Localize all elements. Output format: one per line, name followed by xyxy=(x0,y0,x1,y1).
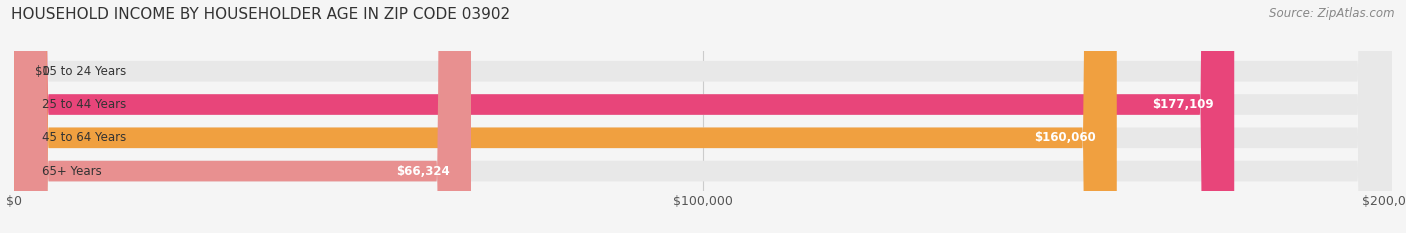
Text: 25 to 44 Years: 25 to 44 Years xyxy=(42,98,127,111)
FancyBboxPatch shape xyxy=(14,0,1392,233)
FancyBboxPatch shape xyxy=(14,0,1116,233)
Text: HOUSEHOLD INCOME BY HOUSEHOLDER AGE IN ZIP CODE 03902: HOUSEHOLD INCOME BY HOUSEHOLDER AGE IN Z… xyxy=(11,7,510,22)
Text: $66,324: $66,324 xyxy=(396,164,450,178)
Text: 45 to 64 Years: 45 to 64 Years xyxy=(42,131,127,144)
FancyBboxPatch shape xyxy=(14,0,1234,233)
FancyBboxPatch shape xyxy=(14,0,1392,233)
Text: $177,109: $177,109 xyxy=(1152,98,1213,111)
Text: Source: ZipAtlas.com: Source: ZipAtlas.com xyxy=(1270,7,1395,20)
Text: $0: $0 xyxy=(35,65,49,78)
FancyBboxPatch shape xyxy=(14,0,1392,233)
Text: $160,060: $160,060 xyxy=(1035,131,1097,144)
Text: 65+ Years: 65+ Years xyxy=(42,164,101,178)
FancyBboxPatch shape xyxy=(14,0,1392,233)
FancyBboxPatch shape xyxy=(14,0,471,233)
Text: 15 to 24 Years: 15 to 24 Years xyxy=(42,65,127,78)
